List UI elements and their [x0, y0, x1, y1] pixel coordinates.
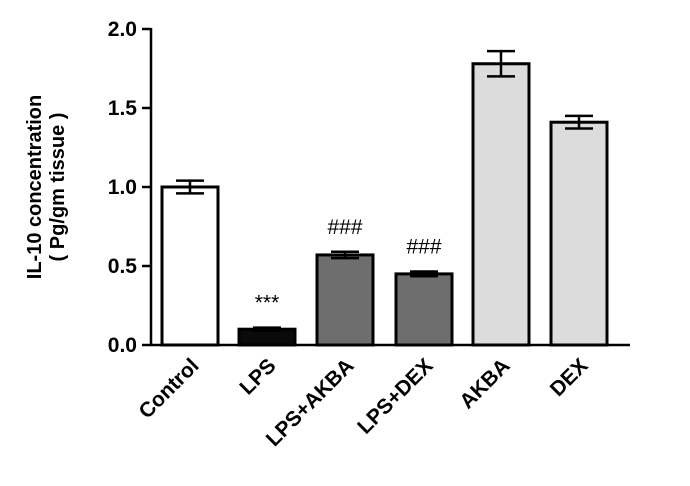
x-tick-label: DEX	[546, 354, 593, 401]
y-tick-label: 0.0	[108, 334, 137, 357]
annotations: *** ### ###	[255, 216, 442, 315]
bars	[160, 49, 609, 347]
x-tick-label: AKBA	[455, 354, 514, 413]
x-tick-label: LPS+DEX	[353, 354, 437, 438]
y-tick-label: 1.5	[108, 97, 138, 120]
bar	[549, 120, 609, 347]
bar	[160, 185, 220, 347]
y-axis-label: IL-10 concentration( Pg/gm tissue )	[24, 95, 69, 279]
y-tick-label: 0.5	[108, 255, 138, 278]
significance-label: ***	[255, 292, 280, 315]
bar	[315, 253, 375, 347]
significance-label: ###	[406, 236, 441, 259]
bar	[394, 272, 454, 347]
significance-label: ###	[327, 216, 362, 239]
y-axis-label-line: ( Pg/gm tissue )	[47, 113, 69, 262]
y-tick-label: 1.0	[108, 176, 137, 199]
y-axis-label-line: IL-10 concentration	[24, 95, 46, 279]
bar	[471, 62, 531, 347]
x-tick-label: Control	[134, 354, 203, 423]
x-tick-label: LPS	[235, 354, 280, 399]
y-tick-label: 2.0	[108, 18, 137, 41]
